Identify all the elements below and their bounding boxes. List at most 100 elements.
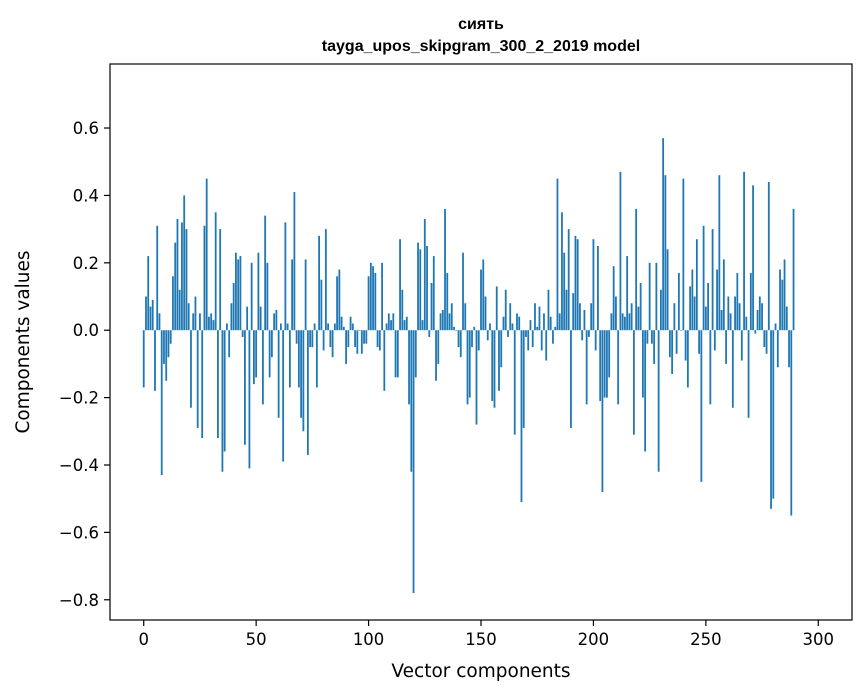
bar-component-117	[405, 316, 408, 331]
bar-component-237	[675, 330, 678, 354]
bar-component-78	[318, 235, 321, 331]
bar-component-97	[360, 330, 363, 354]
bar-component-109	[387, 313, 390, 331]
bar-component-39	[230, 303, 233, 331]
bar-component-119	[410, 330, 413, 472]
bar-component-233	[666, 249, 669, 331]
bar-component-23	[194, 296, 197, 331]
bar-component-92	[349, 316, 352, 331]
bar-component-225	[648, 262, 651, 331]
bar-component-186	[561, 212, 563, 331]
bar-component-112	[394, 330, 397, 378]
bar-component-286	[785, 306, 788, 331]
bar-component-174	[534, 303, 536, 331]
bar-component-271	[752, 185, 754, 331]
bar-component-201	[594, 330, 597, 351]
bar-component-213	[621, 313, 624, 331]
bar-component-139	[455, 330, 458, 331]
bar-component-209	[612, 266, 615, 331]
bar-component-266	[740, 330, 743, 361]
bar-component-267	[743, 171, 745, 331]
bar-component-114	[399, 239, 401, 331]
bar-component-83	[329, 330, 332, 348]
bar-component-288	[790, 330, 793, 516]
bar-component-143	[464, 303, 467, 331]
bar-component-82	[327, 323, 329, 331]
bar-component-45	[244, 330, 246, 445]
bar-component-197	[585, 330, 588, 405]
bar-component-67	[293, 192, 296, 331]
bar-component-63	[284, 222, 287, 331]
bar-component-121	[414, 330, 417, 378]
bar-component-76	[313, 323, 316, 331]
bar-component-229	[657, 330, 660, 472]
bar-component-54	[264, 215, 267, 331]
bar-component-152	[484, 296, 487, 331]
bar-component-93	[351, 323, 354, 331]
bar-component-175	[536, 326, 539, 331]
y-tick-label: −0.4	[59, 456, 99, 475]
bar-component-169	[522, 330, 525, 428]
bar-component-247	[698, 330, 700, 354]
bar-component-11	[167, 330, 170, 358]
bar-component-216	[628, 313, 631, 331]
bar-component-110	[390, 320, 392, 331]
bar-component-0	[142, 330, 145, 388]
x-tick-label: 250	[690, 630, 722, 649]
bar-component-183	[554, 326, 557, 331]
bar-component-170	[525, 330, 527, 337]
bar-component-30	[210, 313, 213, 331]
bar-component-58	[273, 313, 276, 331]
bar-component-105	[378, 330, 381, 351]
bar-component-287	[788, 330, 790, 368]
bar-component-38	[228, 330, 231, 358]
y-axis-label: Components values	[13, 250, 34, 433]
bar-component-118	[408, 330, 410, 405]
bar-component-165	[513, 330, 516, 435]
bar-component-101	[369, 262, 372, 331]
bar-component-68	[295, 330, 298, 344]
bar-component-227	[653, 330, 656, 364]
bar-component-80	[322, 330, 325, 351]
bar-component-89	[342, 326, 345, 331]
bar-component-6	[156, 225, 159, 331]
bar-component-172	[529, 320, 532, 331]
bar-component-141	[459, 330, 462, 358]
bar-component-31	[212, 320, 215, 331]
bar-component-50	[255, 330, 258, 378]
bar-component-156	[493, 330, 496, 408]
bar-component-146	[471, 330, 473, 348]
x-tick-label: 300	[803, 630, 835, 649]
bar-component-260	[727, 296, 730, 331]
bar-component-228	[655, 262, 658, 331]
bar-component-20	[187, 303, 190, 331]
bar-component-36	[223, 330, 226, 452]
bar-component-32	[214, 212, 217, 331]
bar-component-2	[147, 256, 150, 331]
bar-component-208	[610, 313, 613, 331]
bar-component-128	[430, 283, 433, 331]
bar-component-75	[311, 330, 314, 348]
bar-component-158	[498, 330, 500, 391]
bar-component-57	[270, 330, 273, 358]
bar-component-214	[624, 316, 626, 331]
bar-component-284	[781, 279, 784, 331]
bar-component-187	[563, 252, 566, 331]
bar-component-17	[181, 222, 183, 331]
bar-component-193	[576, 239, 579, 331]
bar-component-55	[266, 262, 269, 331]
bar-component-202	[597, 245, 599, 331]
bar-component-86	[336, 276, 338, 331]
bar-component-72	[304, 259, 307, 331]
bar-component-159	[500, 330, 503, 368]
bar-component-203	[599, 330, 602, 401]
bar-component-252	[709, 330, 712, 405]
bar-component-151	[482, 259, 485, 331]
bar-component-108	[385, 323, 388, 331]
bar-component-15	[176, 219, 179, 331]
bar-component-250	[704, 306, 707, 331]
bar-component-289	[792, 208, 795, 331]
bar-component-132	[439, 313, 442, 331]
bar-component-184	[556, 178, 559, 331]
